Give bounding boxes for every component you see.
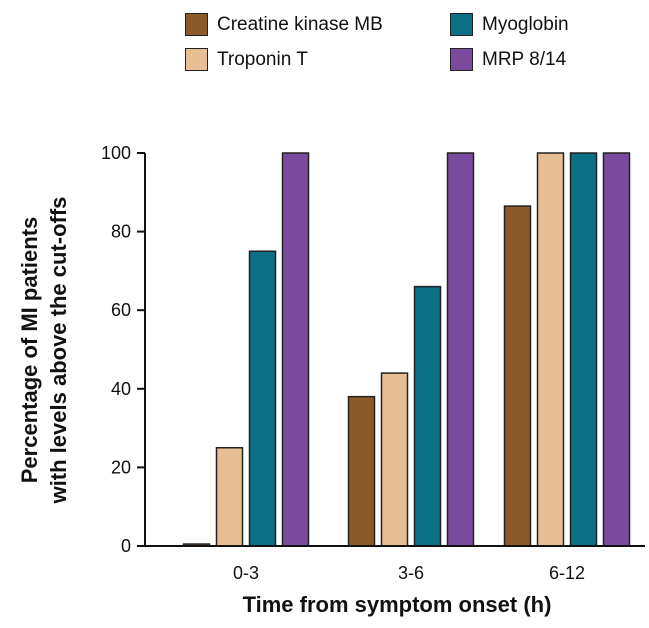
legend-swatch-creatine-kinase-mb xyxy=(185,13,208,36)
y-tick-label-0: 0 xyxy=(121,536,131,556)
bar-myoglobin-3-6 xyxy=(413,285,442,547)
legend-item-troponin-t: Troponin T xyxy=(185,48,308,71)
y-axis-label-line-1: Percentage of MI patients xyxy=(17,217,42,484)
y-tick-label-60: 60 xyxy=(111,300,131,320)
legend-label-myoglobin: Myoglobin xyxy=(482,13,569,35)
legend-label-troponin-t: Troponin T xyxy=(217,48,308,70)
y-tick-label-20: 20 xyxy=(111,457,131,477)
x-tick-label-0-3: 0-3 xyxy=(233,563,259,583)
legend-label-creatine-kinase-mb: Creatine kinase MB xyxy=(217,13,383,35)
x-tick-label-6-12: 6-12 xyxy=(549,563,585,583)
legend-item-creatine-kinase-mb: Creatine kinase MB xyxy=(185,13,383,36)
legend-item-mrp-8-14: MRP 8/14 xyxy=(450,48,566,71)
bar-troponin-t-0-3 xyxy=(215,447,244,547)
y-axis-label-line-2: with levels above the cut-offs xyxy=(46,197,71,505)
y-tick-label-80: 80 xyxy=(111,222,131,242)
x-ticks-layer: 0-3 3-6 6-12 xyxy=(233,563,585,583)
legend: Creatine kinase MB Troponin T Myoglobin … xyxy=(185,8,645,78)
bar-mrp-8-14-3-6 xyxy=(446,152,475,547)
legend-swatch-troponin-t xyxy=(185,48,208,71)
bar-troponin-t-6-12 xyxy=(536,152,565,547)
bar-creatine-kinase-mb-6-12 xyxy=(503,205,532,547)
bar-myoglobin-0-3 xyxy=(248,250,277,547)
bar-creatine-kinase-mb-3-6 xyxy=(347,395,376,547)
bar-troponin-t-3-6 xyxy=(380,372,409,547)
legend-item-myoglobin: Myoglobin xyxy=(450,13,569,36)
legend-swatch-mrp-8-14 xyxy=(450,48,473,71)
y-tick-label-40: 40 xyxy=(111,379,131,399)
bars-layer xyxy=(182,152,631,547)
y-ticks-layer: 0 20 40 60 80 100 xyxy=(101,143,145,556)
bar-mrp-8-14-6-12 xyxy=(602,152,631,547)
legend-label-mrp-8-14: MRP 8/14 xyxy=(482,48,567,70)
bar-mrp-8-14-0-3 xyxy=(281,152,310,547)
x-axis-label: Time from symptom onset (h) xyxy=(243,592,552,617)
bar-myoglobin-6-12 xyxy=(569,152,598,547)
x-tick-label-3-6: 3-6 xyxy=(398,563,424,583)
legend-swatch-myoglobin xyxy=(450,13,473,36)
y-tick-label-100: 100 xyxy=(101,143,131,163)
